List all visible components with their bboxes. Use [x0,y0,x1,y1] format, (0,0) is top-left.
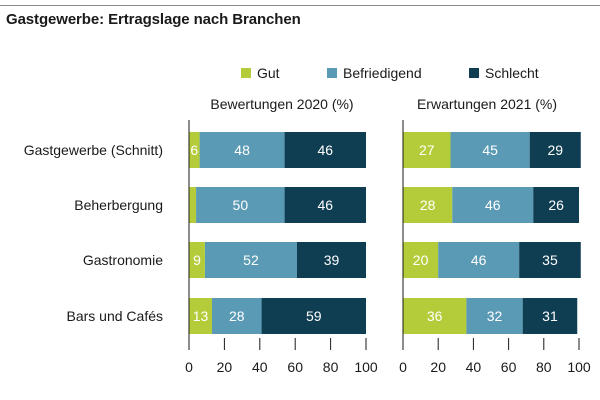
bar-segment-schlecht [529,132,581,168]
bar-value-label: 46 [471,252,487,268]
bar-value-label: 48 [234,142,250,158]
bar-segment-gut [189,298,213,334]
legend-label-gut: Gut [257,65,280,81]
bar-value-label: 46 [318,142,334,158]
bar-segment-befriedigend [438,242,520,278]
bar-segment-gut [189,187,197,223]
category-label: Bars und Cafés [67,308,164,324]
legend-swatch-befriedigend [327,68,337,78]
bar-value-label: 36 [427,308,443,324]
legend-label-schlecht: Schlecht [485,65,539,81]
bar-segment-gut [403,187,453,223]
panel-title: Erwartungen 2021 (%) [417,96,557,112]
bar-value-label: 29 [547,142,563,158]
bar-segment-befriedigend [466,298,523,334]
category-label: Beherbergung [74,197,163,213]
bar-value-label: 27 [419,142,435,158]
bar-value-label: 20 [413,252,429,268]
legend-label-befriedigend: Befriedigend [343,65,422,81]
chart-title: Gastgewerbe: Ertragslage nach Branchen [6,11,301,28]
bar-value-label: 26 [548,197,564,213]
bar-value-label: 35 [542,252,558,268]
x-tick-label: 20 [217,359,233,375]
bar-segment-befriedigend [199,132,285,168]
x-tick-label: 40 [252,359,268,375]
bar-segment-schlecht [522,298,578,334]
bar-segment-befriedigend [212,298,262,334]
bar-segment-schlecht [284,132,366,168]
bar-value-label: 32 [487,308,503,324]
bar-value-label: 59 [306,308,322,324]
x-tick-label: 80 [323,359,339,375]
bar-segment-befriedigend [450,132,530,168]
x-tick-label: 100 [354,359,378,375]
x-tick-label: 40 [466,359,482,375]
bar-value-label: 28 [420,197,436,213]
bar-value-label: 39 [324,252,340,268]
bar-segment-gut [403,242,439,278]
bar-value-label: 52 [243,252,259,268]
bar-segment-schlecht [284,187,366,223]
panel-title: Bewertungen 2020 (%) [210,96,353,112]
bar-segment-schlecht [296,242,366,278]
bar-value-label: 13 [193,308,209,324]
bar-segment-gut [189,132,200,168]
bar-value-label: 46 [485,197,501,213]
x-tick-label: 100 [567,359,591,375]
bar-segment-schlecht [519,242,581,278]
bar-segment-gut [189,242,205,278]
x-tick-label: 0 [185,359,193,375]
x-tick-label: 60 [501,359,517,375]
bar-segment-gut [403,298,467,334]
bar-value-label: 28 [229,308,245,324]
bar-segment-schlecht [261,298,366,334]
bar-value-label: 46 [318,197,334,213]
x-tick-label: 60 [287,359,303,375]
legend-swatch-schlecht [469,68,479,78]
bar-value-label: 9 [193,252,201,268]
x-tick-label: 0 [399,359,407,375]
bar-segment-befriedigend [204,242,297,278]
bar-value-label: 6 [190,142,198,158]
bar-value-label: 31 [542,308,558,324]
x-tick-label: 80 [536,359,552,375]
top-divider [0,5,600,6]
category-label: Gastronomie [83,252,163,268]
legend-swatch-gut [241,68,251,78]
bar-value-label: 50 [233,197,249,213]
bar-segment-schlecht [533,187,579,223]
bar-segment-befriedigend [452,187,534,223]
category-label: Gastgewerbe (Schnitt) [24,142,163,158]
bar-segment-gut [403,132,451,168]
bar-segment-befriedigend [196,187,285,223]
x-tick-label: 20 [430,359,446,375]
bar-value-label: 45 [482,142,498,158]
